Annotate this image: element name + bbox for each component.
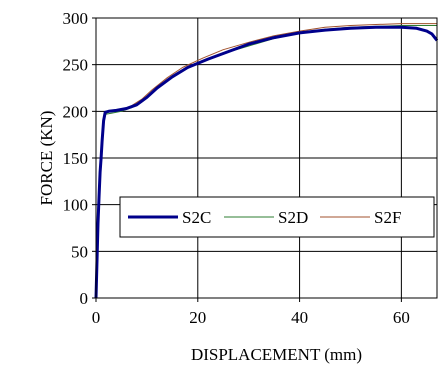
y-tick-label: 0: [80, 289, 89, 308]
x-axis-label: DISPLACEMENT (mm): [191, 345, 362, 364]
y-tick-label: 100: [63, 196, 89, 215]
series-line-s2d: [95, 25, 437, 299]
x-tick-label: 0: [92, 308, 101, 327]
y-axis-label: FORCE (KN): [37, 111, 56, 206]
x-axis-ticks: 0 20 40 60: [92, 298, 410, 327]
y-tick-label: 150: [63, 149, 89, 168]
y-tick-label: 200: [63, 102, 89, 121]
legend: S2C S2D S2F: [119, 196, 435, 238]
y-tick-label: 300: [63, 9, 89, 28]
grid: [96, 18, 437, 298]
y-tick-label: 250: [63, 56, 89, 75]
series-line-s2c: [94, 25, 438, 299]
x-tick-label: 60: [393, 308, 410, 327]
legend-label-s2c: S2C: [182, 208, 211, 227]
legend-label-s2d: S2D: [278, 208, 308, 227]
legend-label-s2f: S2F: [374, 208, 401, 227]
x-tick-label: 20: [189, 308, 206, 327]
series-layer: [94, 23, 438, 299]
y-axis-ticks: 0 50 100 150 200 250 300: [63, 9, 96, 308]
x-tick-label: 40: [291, 308, 308, 327]
y-tick-label: 50: [71, 242, 88, 261]
